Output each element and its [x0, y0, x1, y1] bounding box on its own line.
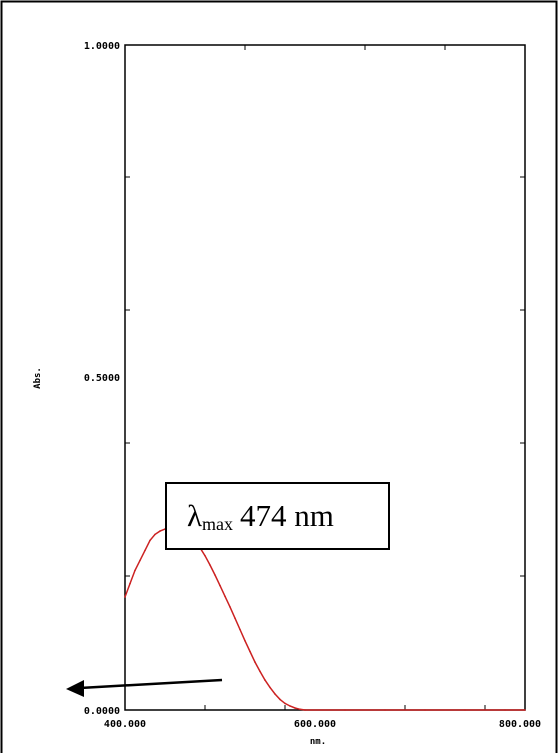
data-point	[219, 584, 221, 587]
data-point	[234, 617, 236, 619]
data-point	[294, 707, 296, 709]
lambda-max-annotation: λ max 474 nm	[165, 482, 390, 550]
y-tick-label-1: 1.0000	[84, 41, 120, 52]
data-point	[134, 569, 136, 572]
x-axis-title: nm.	[310, 737, 326, 747]
data-point	[224, 595, 226, 598]
data-point	[259, 670, 261, 673]
x-tick-label-600: 600.000	[294, 719, 336, 730]
data-point	[139, 559, 141, 562]
data-point	[124, 596, 126, 598]
data-point	[249, 650, 251, 653]
y-tick-label-0.5: 0.5000	[84, 373, 120, 384]
data-point	[214, 574, 216, 576]
data-point	[464, 709, 466, 711]
data-point	[209, 564, 211, 566]
data-point	[289, 705, 291, 707]
data-point	[274, 693, 276, 695]
data-point	[239, 628, 241, 631]
arrow-shaft	[79, 678, 223, 690]
data-point	[384, 709, 386, 711]
data-point	[524, 709, 526, 711]
data-point	[284, 702, 286, 705]
data-point	[159, 530, 161, 532]
x-tick-label-800: 800.000	[499, 719, 541, 730]
data-point	[264, 679, 266, 681]
plot-frame	[124, 44, 526, 711]
data-point	[154, 533, 156, 536]
arrow-annotation	[66, 678, 223, 697]
lambda-value: 474 nm	[240, 498, 334, 533]
data-point	[129, 582, 131, 585]
lambda-subscript: max	[202, 513, 234, 534]
x-ticks	[204, 45, 486, 710]
data-point	[144, 549, 146, 552]
data-point	[504, 709, 506, 711]
x-tick-label-400: 400.000	[104, 719, 146, 730]
data-point	[269, 686, 271, 689]
y-ticks	[125, 176, 525, 577]
data-point	[424, 709, 426, 711]
data-point	[254, 661, 256, 663]
data-point	[344, 709, 346, 711]
y-axis-title: Abs.	[33, 367, 43, 389]
data-point	[299, 708, 301, 711]
lambda-symbol: λ	[187, 498, 203, 533]
arrow-head	[66, 680, 84, 697]
data-point	[304, 709, 306, 711]
data-point	[279, 698, 281, 701]
data-point	[244, 640, 246, 642]
data-point	[229, 606, 231, 608]
data-point	[204, 554, 206, 557]
data-point	[149, 539, 151, 542]
y-tick-label-0: 0.0000	[84, 706, 120, 717]
